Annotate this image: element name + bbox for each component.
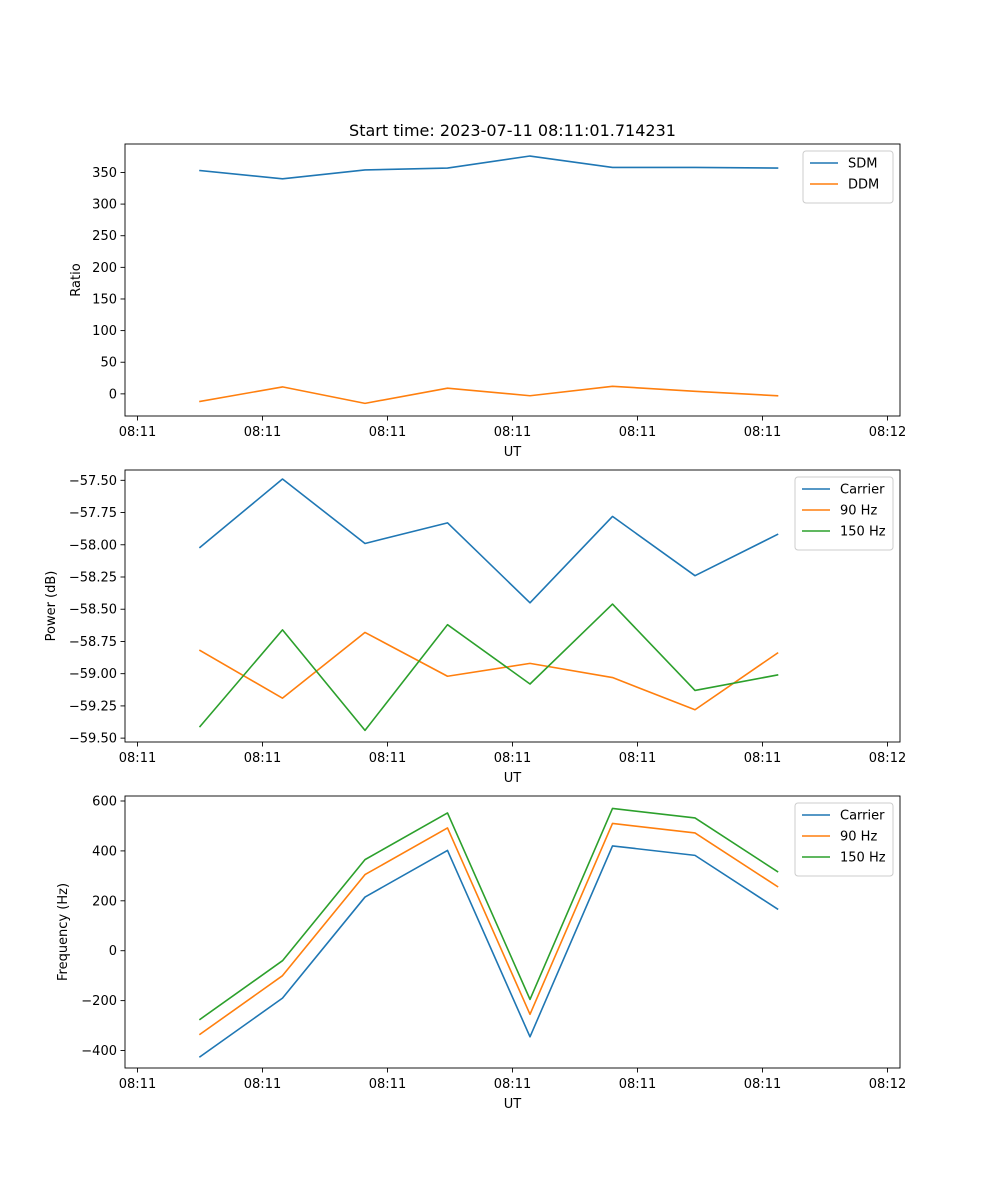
x-tick-label: 08:11	[494, 425, 531, 440]
x-tick-label: 08:11	[119, 425, 156, 440]
y-tick-label: −57.50	[69, 474, 117, 489]
x-tick-label: 08:11	[744, 1077, 781, 1092]
chart-panel-3: 08:11 08:11 08:11 08:11 08:11 08:11 08:12 −400 −…	[56, 794, 906, 1112]
x-tick-label: 08:11	[244, 751, 281, 766]
x-tick-label: 08:11	[494, 1077, 531, 1092]
y-tick-label: −59.25	[69, 699, 117, 714]
y-tick-label: −59.00	[69, 667, 117, 682]
x-tick-label: 08:11	[619, 425, 656, 440]
x-tick-label: 08:11	[244, 425, 281, 440]
x-tick-label: 08:11	[369, 751, 406, 766]
x-tick-label: 08:12	[869, 1077, 906, 1092]
y-axis-label: Power (dB)	[44, 571, 59, 642]
x-tick-label: 08:11	[619, 1077, 656, 1092]
x-tick-label: 08:11	[494, 751, 531, 766]
series-line-90-hz	[198, 822, 779, 1036]
y-tick-label: 200	[92, 261, 117, 276]
y-axis-label: Frequency (Hz)	[56, 883, 71, 981]
x-tick-label: 08:12	[869, 425, 906, 440]
x-tick-label: 08:12	[869, 751, 906, 766]
x-tick-label: 08:11	[369, 425, 406, 440]
y-tick-label: 350	[92, 166, 117, 181]
y-tick-label: −57.75	[69, 506, 117, 521]
x-axis-label: UT	[504, 445, 522, 460]
x-tick-label: 08:11	[369, 1077, 406, 1092]
x-tick-label: 08:11	[744, 425, 781, 440]
legend-label: Carrier	[840, 809, 885, 824]
series-line-carrier	[198, 478, 779, 604]
legend: SDM DDM	[802, 150, 894, 204]
y-tick-label: −200	[81, 994, 117, 1009]
y-tick-label: −58.50	[69, 603, 117, 618]
y-tick-label: 300	[92, 198, 117, 213]
y-tick-label: 200	[92, 894, 117, 909]
y-tick-label: 250	[92, 229, 117, 244]
chart-panel-2: 08:11 08:11 08:11 08:11 08:11 08:11 08:12 −59.5…	[44, 469, 906, 786]
y-tick-label: −400	[81, 1044, 117, 1059]
x-tick-label: 08:11	[744, 751, 781, 766]
x-tick-label: 08:11	[619, 751, 656, 766]
legend: Carrier 90 Hz 150 Hz	[794, 802, 894, 877]
legend-label: 90 Hz	[840, 830, 877, 845]
legend-label: 150 Hz	[840, 851, 886, 866]
y-tick-label: 0	[109, 944, 117, 959]
y-tick-label: 150	[92, 292, 117, 307]
x-tick-label: 08:11	[244, 1077, 281, 1092]
legend-label: SDM	[848, 157, 877, 172]
y-tick-label: −58.75	[69, 635, 117, 650]
series-line-sdm	[199, 155, 779, 180]
chart-panel-1: 08:11 08:11 08:11 08:11 08:11 08:11 08:12 0 50 10…	[69, 121, 906, 460]
legend-label: Carrier	[840, 483, 885, 498]
legend-label: 90 Hz	[840, 504, 877, 519]
series-line-carrier	[198, 845, 779, 1058]
y-tick-label: −58.00	[69, 538, 117, 553]
y-tick-label: 50	[100, 356, 117, 371]
series-line-90-hz	[198, 631, 779, 711]
chart-title: Start time: 2023-07-11 08:11:01.714231	[349, 121, 676, 140]
y-tick-label: 100	[92, 324, 117, 339]
legend-box	[802, 150, 894, 204]
y-tick-label: −59.50	[69, 732, 117, 747]
y-tick-label: 0	[109, 387, 117, 402]
x-tick-label: 08:11	[119, 1077, 156, 1092]
x-axis-label: UT	[504, 771, 522, 786]
series-line-150-hz	[198, 807, 779, 1021]
legend-label: DDM	[848, 178, 879, 193]
legend-label: 150 Hz	[840, 525, 886, 540]
y-axis-label: Ratio	[69, 263, 84, 296]
series-line-ddm	[199, 385, 779, 405]
x-axis-label: UT	[504, 1097, 522, 1112]
y-tick-label: 400	[92, 844, 117, 859]
legend: Carrier 90 Hz 150 Hz	[794, 476, 894, 551]
y-tick-label: 600	[92, 794, 117, 809]
x-tick-label: 08:11	[119, 751, 156, 766]
y-tick-label: −58.25	[69, 570, 117, 585]
series-line-150-hz	[198, 603, 779, 732]
